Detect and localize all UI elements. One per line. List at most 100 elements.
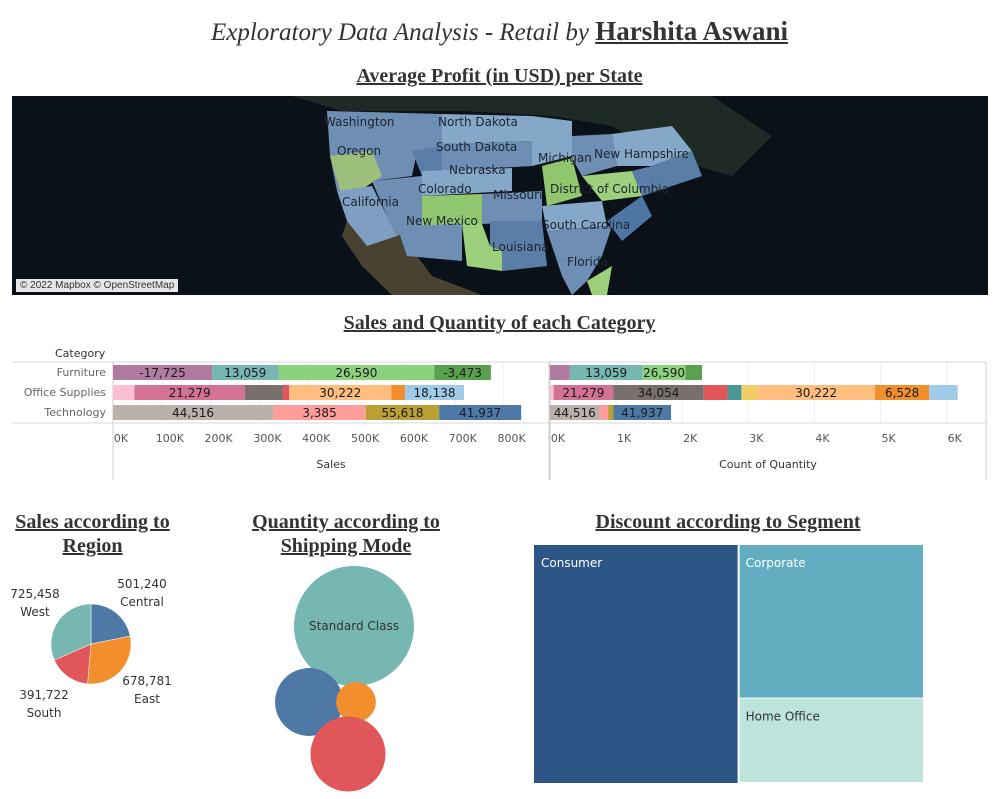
barchart-title: Sales and Quantity of each Category: [343, 312, 656, 334]
canada-land: [292, 96, 772, 176]
title-text: Exploratory Data Analysis - Retail: [210, 19, 560, 46]
bar-segment[interactable]: [550, 385, 554, 400]
state-label: Colorado: [418, 182, 472, 196]
bar-segment[interactable]: [550, 405, 600, 420]
bar-label: 44,516: [554, 406, 596, 420]
state-label: Louisiana: [492, 240, 549, 254]
bar-segment[interactable]: [599, 405, 609, 420]
bar-segment[interactable]: [391, 385, 405, 400]
treemap-cell[interactable]: [739, 545, 923, 698]
x-tick-label: 100K: [156, 432, 185, 445]
bar-label: 41,937: [621, 406, 663, 420]
bar-segment[interactable]: [278, 365, 435, 380]
x-tick-label: 500K: [351, 432, 380, 445]
pie-value-label: 678,781: [122, 674, 172, 688]
bar-segment[interactable]: [553, 385, 614, 400]
bar-label: 6,528: [885, 386, 919, 400]
state-label: New Hampshire: [594, 147, 689, 161]
category-bar-chart[interactable]: Category Furniture Office Supplies Technolo…: [0, 340, 999, 485]
us-states[interactable]: [327, 111, 702, 295]
pie-slice[interactable]: [54, 643, 92, 685]
bar-label: 26,590: [643, 366, 685, 380]
bar-label: 3,385: [302, 406, 336, 420]
state-label: Oregon: [337, 144, 381, 158]
bar-segment[interactable]: [929, 385, 958, 400]
shipping-bubble[interactable]: [336, 682, 376, 722]
bar-segment[interactable]: [569, 365, 643, 380]
bar-segment[interactable]: [875, 385, 930, 400]
bar-segment[interactable]: [439, 405, 522, 420]
bar-label: 30,222: [795, 386, 837, 400]
bar-label: -3,473: [443, 366, 482, 380]
state-label: Nebraska: [449, 163, 506, 177]
bar-segment[interactable]: [113, 385, 135, 400]
bar-segment[interactable]: [244, 385, 283, 400]
pie-category-label: Central: [120, 595, 164, 609]
bar-segment[interactable]: [613, 385, 704, 400]
bar-segment[interactable]: [113, 365, 213, 380]
bar-segment[interactable]: [550, 365, 570, 380]
treemap-cell[interactable]: [739, 698, 923, 782]
bar-label: 44,516: [172, 406, 214, 420]
x-axis-label: Sales: [316, 458, 346, 471]
x-tick-label: 400K: [302, 432, 331, 445]
pie-title: Sales according to Region: [15, 511, 170, 557]
bubble-title: Quantity according to Shipping Mode: [252, 511, 440, 557]
profit-map[interactable]: Washington North Dakota Oregon South Dak…: [12, 96, 988, 295]
treemap-title: Discount according to Segment: [595, 511, 861, 533]
x-tick-label: 2K: [683, 432, 698, 445]
bar-segment[interactable]: [365, 405, 440, 420]
bar-label: 30,222: [319, 386, 361, 400]
bar-label: 26,590: [335, 366, 377, 380]
bar-segment[interactable]: [757, 385, 876, 400]
state-label: District of Columbia: [550, 182, 669, 196]
state-label: North Dakota: [438, 115, 518, 129]
category-label: Technology: [43, 406, 106, 419]
state-label: California: [342, 195, 399, 209]
bar-segment[interactable]: [134, 385, 245, 400]
pie-value-label: 391,722: [19, 688, 69, 702]
bar-segment[interactable]: [212, 365, 279, 380]
x-tick-label: 5K: [882, 432, 897, 445]
state-label: Michigan: [538, 151, 592, 165]
shipping-bubble[interactable]: [294, 566, 414, 686]
bar-label: 13,059: [585, 366, 627, 380]
segment-treemap[interactable]: Consumer Corporate Home Office: [534, 545, 924, 783]
bar-label: -17,725: [139, 366, 185, 380]
bar-label: 41,937: [459, 406, 501, 420]
bar-label: 34,054: [637, 386, 679, 400]
map-attribution[interactable]: © 2022 Mapbox © OpenStreetMap: [16, 279, 179, 292]
pie-slice[interactable]: [50, 603, 92, 661]
bar-segment[interactable]: [113, 405, 274, 420]
bar-segment[interactable]: [685, 365, 703, 380]
bar-label: 13,059: [224, 366, 266, 380]
x-tick-label: 3K: [749, 432, 764, 445]
region-pie-chart[interactable]: 501,240 Central 678,781 East 391,722 South 725…: [0, 570, 190, 720]
bar-segment[interactable]: [613, 405, 672, 420]
bar-segment[interactable]: [273, 405, 366, 420]
pie-slice[interactable]: [90, 603, 131, 645]
pie-value-label: 501,240: [117, 577, 167, 591]
shipping-bubble[interactable]: [310, 716, 386, 792]
bar-segment[interactable]: [434, 365, 491, 380]
shipping-bubble[interactable]: [275, 668, 343, 736]
bar-segment[interactable]: [289, 385, 392, 400]
treemap-cell[interactable]: [534, 545, 738, 783]
bar-segment[interactable]: [741, 385, 758, 400]
state-label: Washington: [324, 115, 395, 129]
bar-segment[interactable]: [703, 385, 728, 400]
category-label: Office Supplies: [24, 386, 106, 399]
bar-segment[interactable]: [282, 385, 290, 400]
map-canvas: Washington North Dakota Oregon South Dak…: [12, 96, 988, 295]
x-tick-label: 300K: [253, 432, 282, 445]
bar-segment[interactable]: [642, 365, 686, 380]
treemap-label: Corporate: [746, 556, 806, 570]
author-name: Harshita Aswani: [595, 16, 788, 46]
pie-category-label: South: [27, 706, 62, 720]
shipping-bubble-chart[interactable]: Standard Class: [260, 560, 440, 795]
bar-segment[interactable]: [404, 385, 465, 400]
bar-segment[interactable]: [727, 385, 742, 400]
pie-slice[interactable]: [87, 635, 132, 685]
bar-segment[interactable]: [608, 405, 614, 420]
pie-value-label: 725,458: [10, 587, 60, 601]
